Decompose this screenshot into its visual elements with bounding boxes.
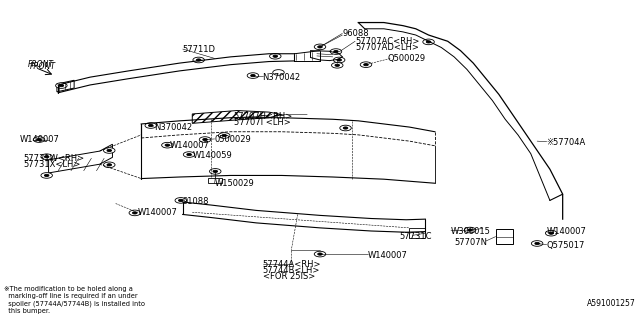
Circle shape [104, 148, 115, 153]
Circle shape [132, 212, 137, 214]
Text: Q500029: Q500029 [387, 54, 425, 63]
Circle shape [333, 51, 339, 53]
Circle shape [314, 251, 326, 257]
Text: 57731X<LH>: 57731X<LH> [23, 160, 81, 169]
Circle shape [175, 198, 186, 203]
Circle shape [187, 153, 191, 156]
Text: 91088: 91088 [182, 197, 209, 206]
Text: <FOR 25IS>: <FOR 25IS> [262, 272, 315, 281]
Circle shape [317, 253, 323, 255]
Text: W140007: W140007 [170, 141, 210, 150]
Circle shape [465, 227, 476, 233]
Circle shape [183, 152, 195, 157]
Circle shape [317, 46, 323, 48]
Text: 0500029: 0500029 [214, 135, 252, 144]
Circle shape [36, 139, 42, 141]
Circle shape [209, 169, 221, 174]
Circle shape [218, 133, 230, 138]
Circle shape [129, 210, 141, 216]
Circle shape [213, 170, 218, 172]
Text: W140007: W140007 [20, 135, 60, 144]
Text: 57707AC<RH>: 57707AC<RH> [355, 37, 419, 46]
Circle shape [314, 44, 326, 50]
Circle shape [165, 144, 170, 146]
Circle shape [199, 137, 211, 142]
Circle shape [41, 172, 52, 178]
Text: N370042: N370042 [154, 123, 192, 132]
Bar [208, 178, 222, 183]
Circle shape [426, 41, 431, 43]
Text: 57707I <LH>: 57707I <LH> [234, 118, 291, 127]
Text: 57744A<RH>: 57744A<RH> [262, 260, 321, 269]
Circle shape [193, 57, 204, 63]
Circle shape [222, 134, 227, 137]
Text: N370042: N370042 [262, 73, 301, 82]
Circle shape [44, 156, 49, 158]
Circle shape [535, 242, 540, 244]
Circle shape [360, 62, 372, 68]
Text: W140007: W140007 [138, 208, 178, 217]
Bar [495, 229, 513, 244]
Circle shape [179, 199, 183, 202]
Text: W150029: W150029 [214, 179, 254, 188]
Circle shape [549, 232, 554, 234]
Text: W140007: W140007 [368, 251, 408, 260]
Text: FRONT: FRONT [29, 62, 56, 71]
Text: 57707AD<LH>: 57707AD<LH> [355, 43, 419, 52]
Circle shape [423, 39, 435, 45]
Text: 57707N: 57707N [454, 238, 487, 247]
Circle shape [545, 230, 557, 236]
Circle shape [269, 53, 281, 59]
Circle shape [364, 64, 368, 66]
Text: 57707H<RH>: 57707H<RH> [234, 112, 293, 121]
Circle shape [332, 62, 343, 68]
Circle shape [59, 84, 63, 87]
Text: FRONT: FRONT [28, 60, 54, 69]
Circle shape [330, 49, 342, 54]
Text: 57711D: 57711D [182, 44, 216, 53]
Text: ※The modification to be holed along a
  marking-off line is required if an under: ※The modification to be holed along a ma… [4, 286, 145, 314]
Text: 57744B<LH>: 57744B<LH> [262, 266, 320, 275]
Bar [410, 228, 426, 238]
Circle shape [107, 164, 111, 166]
Text: A591001257: A591001257 [588, 299, 636, 308]
Circle shape [340, 125, 351, 131]
Circle shape [273, 70, 284, 75]
Text: W140059: W140059 [192, 151, 232, 160]
Text: 57731C: 57731C [400, 232, 433, 241]
Circle shape [33, 137, 45, 142]
Circle shape [148, 124, 153, 127]
Text: Q575017: Q575017 [547, 241, 585, 250]
Circle shape [337, 59, 342, 61]
Text: ※57704A: ※57704A [547, 138, 586, 147]
Circle shape [531, 241, 543, 246]
Circle shape [41, 154, 52, 160]
Circle shape [273, 55, 278, 57]
Text: W140007: W140007 [547, 227, 587, 236]
Circle shape [203, 139, 207, 141]
Text: W300015: W300015 [451, 227, 491, 236]
Circle shape [196, 59, 201, 61]
Circle shape [162, 142, 173, 148]
Circle shape [107, 149, 111, 152]
Circle shape [468, 229, 472, 231]
Circle shape [251, 75, 255, 77]
Circle shape [335, 64, 340, 67]
Text: 57731W<RH>: 57731W<RH> [23, 154, 84, 163]
Circle shape [56, 83, 67, 88]
Circle shape [343, 127, 348, 129]
Circle shape [104, 162, 115, 168]
Text: 96088: 96088 [342, 29, 369, 38]
Circle shape [247, 73, 259, 78]
Circle shape [145, 123, 157, 128]
Circle shape [333, 57, 345, 63]
Circle shape [44, 174, 49, 177]
Polygon shape [192, 110, 282, 123]
